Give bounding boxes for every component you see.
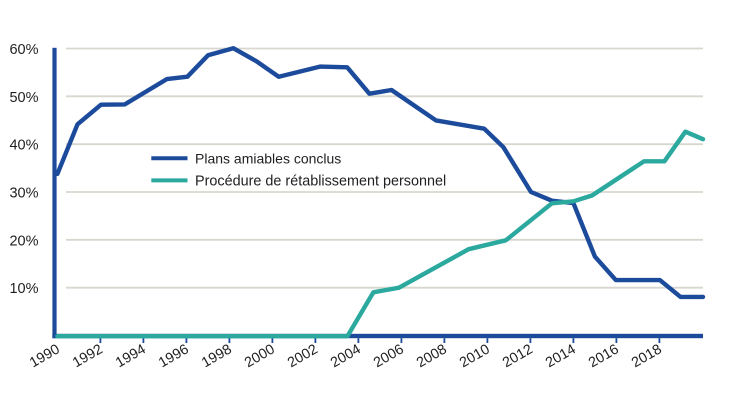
svg-text:1994: 1994 bbox=[113, 341, 149, 371]
svg-text:Plans amiables conclus: Plans amiables conclus bbox=[195, 150, 341, 166]
svg-text:2014: 2014 bbox=[543, 341, 579, 371]
svg-text:2010: 2010 bbox=[457, 341, 493, 371]
svg-text:1996: 1996 bbox=[156, 341, 192, 371]
svg-text:2008: 2008 bbox=[414, 341, 450, 371]
svg-text:40%: 40% bbox=[9, 138, 38, 154]
svg-text:1992: 1992 bbox=[70, 341, 106, 371]
svg-text:10%: 10% bbox=[9, 281, 38, 297]
svg-text:1990: 1990 bbox=[27, 341, 63, 371]
svg-text:1998: 1998 bbox=[199, 341, 235, 371]
svg-text:2004: 2004 bbox=[328, 341, 364, 371]
svg-text:Procédure de rétablissement pe: Procédure de rétablissement personnel bbox=[195, 174, 446, 190]
svg-text:50%: 50% bbox=[9, 90, 38, 106]
svg-text:2000: 2000 bbox=[242, 341, 278, 371]
svg-text:20%: 20% bbox=[9, 233, 38, 249]
svg-text:2016: 2016 bbox=[586, 341, 622, 371]
svg-text:30%: 30% bbox=[9, 186, 38, 202]
svg-text:2018: 2018 bbox=[629, 341, 665, 371]
svg-text:2012: 2012 bbox=[500, 341, 536, 371]
svg-text:60%: 60% bbox=[9, 42, 38, 58]
svg-text:2006: 2006 bbox=[371, 341, 407, 371]
svg-text:2002: 2002 bbox=[285, 341, 321, 371]
